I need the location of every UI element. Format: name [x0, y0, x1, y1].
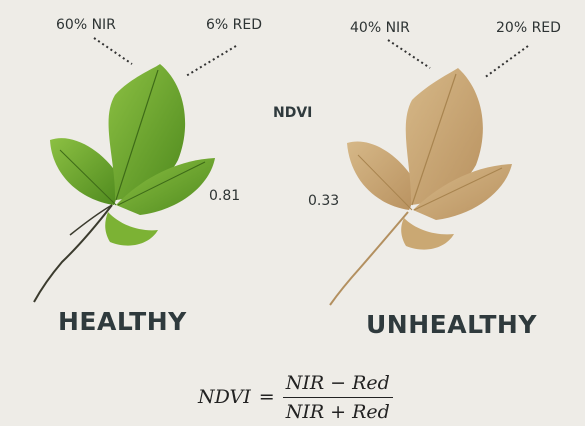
- unhealthy-caption: UNHEALTHY: [366, 310, 537, 339]
- unhealthy-red-label: 20% RED: [496, 20, 561, 36]
- healthy-red-label: 6% RED: [206, 17, 263, 33]
- unhealthy-nir-label: 40% NIR: [350, 20, 410, 36]
- formula-numerator: NIR − Red: [282, 372, 393, 398]
- formula-fraction: NIR − Red NIR + Red: [282, 372, 393, 423]
- healthy-leaf: [33, 64, 215, 303]
- healthy-caption: HEALTHY: [58, 307, 187, 336]
- ndvi-heading: NDVI: [273, 105, 313, 121]
- healthy-ndvi-value: 0.81: [209, 188, 241, 204]
- healthy-nir-label: 60% NIR: [56, 17, 116, 33]
- formula-equals: =: [258, 386, 275, 408]
- unhealthy-leaf: [329, 68, 512, 306]
- formula-denominator: NIR + Red: [285, 400, 390, 423]
- unhealthy-nir-leader: [387, 39, 431, 69]
- healthy-nir-leader: [93, 37, 133, 65]
- healthy-red-leader: [185, 45, 237, 77]
- formula-lhs: NDVI: [198, 386, 251, 408]
- ndvi-formula: NDVI = NIR − Red NIR + Red: [198, 370, 393, 424]
- unhealthy-red-leader: [483, 45, 529, 79]
- unhealthy-ndvi-value: 0.33: [308, 193, 340, 209]
